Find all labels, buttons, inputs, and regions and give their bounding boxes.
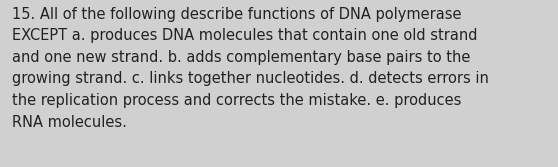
Text: 15. All of the following describe functions of DNA polymerase
EXCEPT a. produces: 15. All of the following describe functi… [12, 7, 489, 130]
